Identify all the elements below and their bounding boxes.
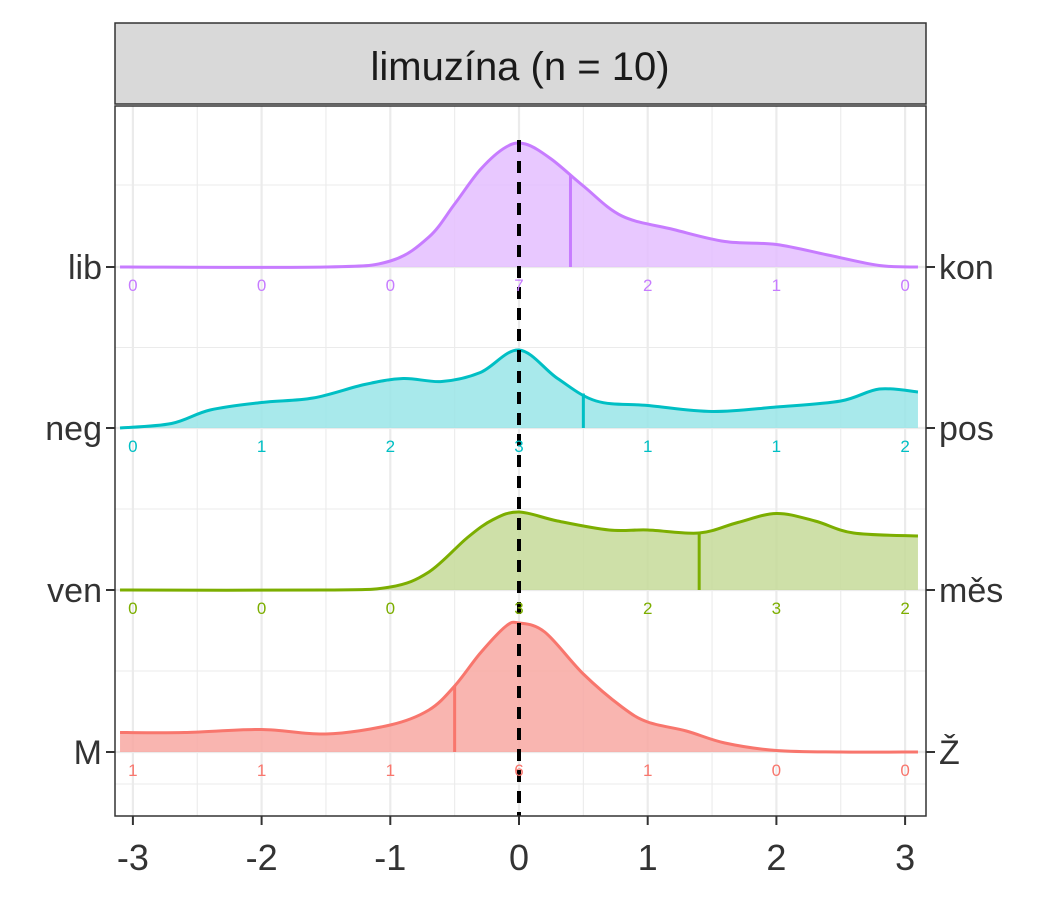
y-label-left: ven xyxy=(47,572,102,610)
y-label-right: pos xyxy=(939,410,994,448)
count-label: 0 xyxy=(128,437,137,456)
count-label: 2 xyxy=(900,599,909,618)
count-label: 0 xyxy=(386,276,395,295)
y-label-left: M xyxy=(74,734,102,772)
y-label-left: lib xyxy=(68,249,102,287)
count-label: 6 xyxy=(514,761,523,780)
x-tick-label: -2 xyxy=(246,837,278,878)
x-tick-label: 0 xyxy=(509,837,529,878)
x-tick-label: 1 xyxy=(638,837,658,878)
x-tick-label: -1 xyxy=(374,837,406,878)
count-label: 3 xyxy=(514,599,523,618)
count-label: 1 xyxy=(643,761,652,780)
count-label: 1 xyxy=(772,437,781,456)
y-label-right: kon xyxy=(939,249,994,287)
density-area-neg xyxy=(120,349,918,428)
panel-border xyxy=(114,105,927,817)
count-label: 1 xyxy=(128,761,137,780)
density-line-ven xyxy=(120,510,919,592)
y-label-left: neg xyxy=(45,410,102,448)
count-label: 1 xyxy=(386,761,395,780)
density-line-neg xyxy=(119,348,919,430)
x-tick-label: 2 xyxy=(766,837,786,878)
strip-background xyxy=(114,22,927,105)
density-area-ven xyxy=(120,511,918,591)
count-label: 0 xyxy=(900,276,909,295)
count-label: 2 xyxy=(386,437,395,456)
count-label: 0 xyxy=(257,276,266,295)
x-tick-label: 3 xyxy=(895,837,915,878)
count-label: 0 xyxy=(900,761,909,780)
y-label-right: měs xyxy=(939,572,1003,610)
count-label: 0 xyxy=(772,761,781,780)
x-tick-label: -3 xyxy=(117,837,149,878)
facet-title: limuzína (n = 10) xyxy=(370,45,669,89)
count-label: 1 xyxy=(643,437,652,456)
count-label: 0 xyxy=(386,599,395,618)
count-label: 7 xyxy=(514,276,523,295)
count-label: 2 xyxy=(643,599,652,618)
count-label: 1 xyxy=(257,761,266,780)
count-label: 0 xyxy=(257,599,266,618)
count-label: 3 xyxy=(514,437,523,456)
density-line-M xyxy=(120,620,918,754)
y-label-right: Ž xyxy=(939,734,960,772)
count-label: 1 xyxy=(772,276,781,295)
count-label: 0 xyxy=(128,599,137,618)
count-label: 2 xyxy=(900,437,909,456)
count-label: 1 xyxy=(257,437,266,456)
density-line-lib xyxy=(120,141,919,269)
count-label: 3 xyxy=(772,599,781,618)
count-label: 2 xyxy=(643,276,652,295)
count-label: 0 xyxy=(128,276,137,295)
count-labels: 1 1 1 6 1 0 00 0 0 3 2 3 20 1 2 3 1 1 20 0 0 7 2 1 0 xyxy=(128,276,910,780)
